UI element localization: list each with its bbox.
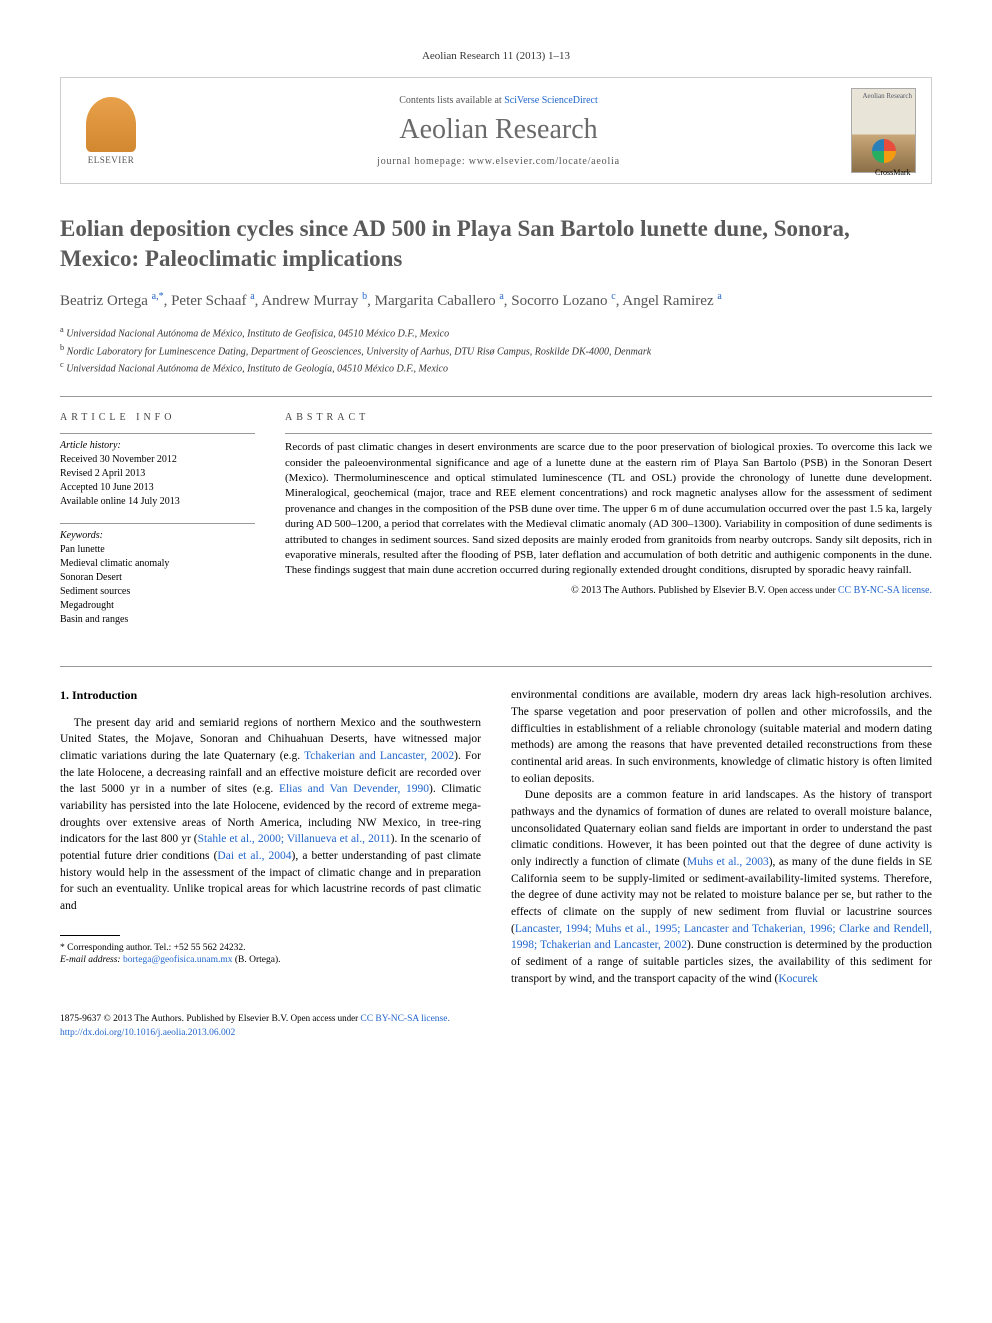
email-link[interactable]: bortega@geofisica.unam.mx (123, 955, 233, 965)
history-line: Available online 14 July 2013 (60, 495, 255, 509)
keyword: Medieval climatic anomaly (60, 557, 255, 571)
citation-link[interactable]: Tchakerian and Lancaster, 2002 (304, 750, 454, 762)
keywords-head: Keywords: (60, 530, 255, 541)
journal-homepage: journal homepage: www.elsevier.com/locat… (146, 156, 851, 167)
elsevier-logo: ELSEVIER (76, 91, 146, 171)
journal-header: ELSEVIER Contents lists available at Sci… (60, 77, 932, 184)
keyword: Sonoran Desert (60, 571, 255, 585)
section-heading-introduction: 1. Introduction (60, 687, 481, 704)
keyword: Megadrought (60, 599, 255, 613)
contents-list-line: Contents lists available at SciVerse Sci… (146, 95, 851, 106)
author-list: Beatriz Ortega a,*, Peter Schaaf a, Andr… (60, 289, 932, 313)
abstract-heading: ABSTRACT (285, 412, 932, 423)
keyword: Basin and ranges (60, 613, 255, 627)
article-history-head: Article history: (60, 440, 255, 451)
license-link[interactable]: CC BY-NC-SA license. (838, 585, 932, 596)
scidirect-link[interactable]: SciVerse ScienceDirect (504, 95, 598, 106)
citation-link[interactable]: Muhs et al., 2003 (687, 856, 769, 868)
running-head: Aeolian Research 11 (2013) 1–13 (60, 50, 932, 62)
journal-name: Aeolian Research (146, 114, 851, 146)
history-line: Accepted 10 June 2013 (60, 481, 255, 495)
citation-link[interactable]: Stahle et al., 2000; Villanueva et al., … (198, 833, 391, 845)
corresponding-author-footnote: * Corresponding author. Tel.: +52 55 562… (60, 942, 481, 967)
abstract-copyright: © 2013 The Authors. Published by Elsevie… (285, 585, 932, 596)
article-info-sidebar: ARTICLE INFO Article history: Received 3… (60, 412, 255, 641)
keyword: Pan lunette (60, 543, 255, 557)
crossmark-badge[interactable]: CrossMark (872, 139, 932, 174)
doi-link[interactable]: http://dx.doi.org/10.1016/j.aeolia.2013.… (60, 1028, 235, 1038)
citation-link[interactable]: Elias and Van Devender, 1990 (279, 783, 429, 795)
body-column-left: 1. Introduction The present day arid and… (60, 687, 481, 987)
citation-link[interactable]: Dai et al., 2004 (217, 850, 291, 862)
page-footer: 1875-9637 © 2013 The Authors. Published … (60, 1012, 932, 1040)
abstract-column: ABSTRACT Records of past climatic change… (285, 412, 932, 641)
body-paragraph: Dune deposits are a common feature in ar… (511, 787, 932, 987)
body-paragraph: environmental conditions are available, … (511, 687, 932, 787)
keyword: Sediment sources (60, 585, 255, 599)
body-paragraph: The present day arid and semiarid region… (60, 715, 481, 915)
citation-link[interactable]: Kocurek (778, 973, 818, 985)
article-info-heading: ARTICLE INFO (60, 412, 255, 423)
affiliations: a Universidad Nacional Autónoma de Méxic… (60, 324, 932, 376)
abstract-text: Records of past climatic changes in dese… (285, 440, 932, 579)
license-link[interactable]: CC BY-NC-SA license. (360, 1014, 449, 1024)
history-line: Revised 2 April 2013 (60, 467, 255, 481)
article-title: Eolian deposition cycles since AD 500 in… (60, 214, 932, 274)
body-column-right: environmental conditions are available, … (511, 687, 932, 987)
history-line: Received 30 November 2012 (60, 453, 255, 467)
